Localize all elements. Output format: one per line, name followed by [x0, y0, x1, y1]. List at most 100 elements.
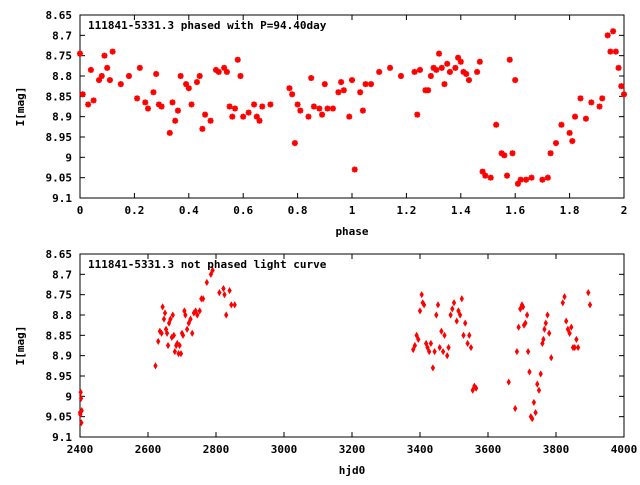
data-point	[188, 101, 195, 108]
y-tick-label: 8.85	[46, 329, 73, 342]
x-tick-label: 0.6	[233, 204, 253, 217]
data-point	[476, 58, 483, 65]
data-point	[514, 348, 520, 356]
data-point	[329, 105, 336, 112]
data-point	[297, 107, 304, 114]
data-point	[432, 348, 437, 356]
data-point	[531, 398, 537, 407]
x-tick-label: 2600	[135, 443, 162, 456]
data-point	[197, 307, 202, 315]
data-point	[321, 81, 328, 88]
data-point	[359, 107, 366, 114]
y-tick-label: 9.1	[52, 192, 72, 205]
data-point	[153, 362, 158, 370]
data-point	[612, 48, 619, 55]
data-point	[177, 73, 184, 79]
data-point	[245, 109, 252, 116]
data-point	[479, 168, 486, 175]
data-point	[190, 329, 195, 337]
data-point	[545, 311, 550, 319]
data-point	[178, 350, 184, 358]
x-tick-label: 0.4	[179, 204, 199, 217]
data-point	[117, 81, 124, 88]
data-point	[77, 50, 83, 57]
data-point	[542, 325, 547, 333]
data-point	[294, 101, 301, 108]
data-point	[506, 56, 513, 63]
data-point	[543, 319, 548, 327]
y-tick-label: 8.65	[46, 248, 73, 261]
y-axis-label: I[mag]	[14, 87, 27, 127]
data-point	[514, 180, 521, 187]
x-tick-label: 1.6	[505, 204, 525, 217]
data-point	[439, 327, 444, 335]
data-point	[267, 101, 274, 108]
data-point	[459, 295, 464, 303]
data-point	[85, 101, 92, 108]
data-point	[523, 319, 528, 327]
data-point	[493, 121, 500, 128]
data-point	[463, 319, 468, 327]
x-tick-label: 1.4	[451, 204, 471, 217]
data-point	[229, 301, 234, 309]
data-point	[175, 339, 180, 348]
data-point	[558, 121, 565, 128]
data-point	[442, 331, 447, 339]
data-point	[524, 311, 530, 319]
data-point	[368, 81, 375, 88]
data-point	[200, 295, 206, 303]
y-tick-label: 9.1	[52, 431, 72, 444]
data-point	[487, 174, 494, 181]
data-point	[465, 339, 470, 348]
x-tick-label: 3400	[407, 443, 434, 456]
x-tick-label: 0	[77, 204, 84, 217]
data-point	[468, 343, 474, 352]
data-point	[78, 388, 83, 396]
data-point	[535, 380, 540, 388]
data-point	[461, 331, 466, 339]
data-point	[253, 113, 260, 120]
data-point	[509, 150, 516, 157]
data-point	[549, 354, 554, 362]
data-point	[213, 66, 219, 73]
data-point	[169, 99, 176, 106]
data-point	[351, 166, 358, 173]
data-point	[414, 111, 421, 118]
x-tick-label: 1.2	[396, 204, 416, 217]
data-point	[572, 113, 579, 120]
data-point	[234, 56, 241, 63]
data-point	[430, 64, 437, 71]
data-point	[78, 394, 84, 402]
data-point	[221, 284, 226, 293]
data-point	[577, 95, 584, 102]
data-point	[572, 343, 577, 352]
data-point	[136, 64, 143, 71]
data-point	[528, 174, 535, 181]
x-tick-label: 1	[349, 204, 356, 217]
data-point	[610, 28, 617, 35]
data-point	[145, 105, 151, 112]
y-tick-label: 9	[65, 151, 72, 164]
data-point	[411, 345, 416, 354]
data-point	[530, 415, 535, 423]
x-tick-label: 4000	[611, 443, 638, 456]
data-point	[79, 419, 84, 427]
data-point	[445, 352, 450, 360]
data-point	[451, 299, 457, 307]
data-point	[412, 341, 418, 350]
data-point	[425, 343, 430, 352]
chart-title: 111841-5331.3 phased with P=94.40day	[88, 19, 327, 32]
x-tick-label: 3000	[271, 443, 298, 456]
data-point	[448, 311, 453, 319]
data-point	[316, 105, 323, 112]
data-point	[460, 68, 467, 75]
data-point	[569, 138, 576, 145]
data-point	[79, 91, 86, 98]
data-point	[207, 117, 214, 124]
data-point	[162, 309, 168, 317]
data-point	[319, 111, 326, 118]
data-point	[427, 348, 432, 356]
data-point	[516, 323, 521, 331]
data-point	[414, 331, 419, 339]
